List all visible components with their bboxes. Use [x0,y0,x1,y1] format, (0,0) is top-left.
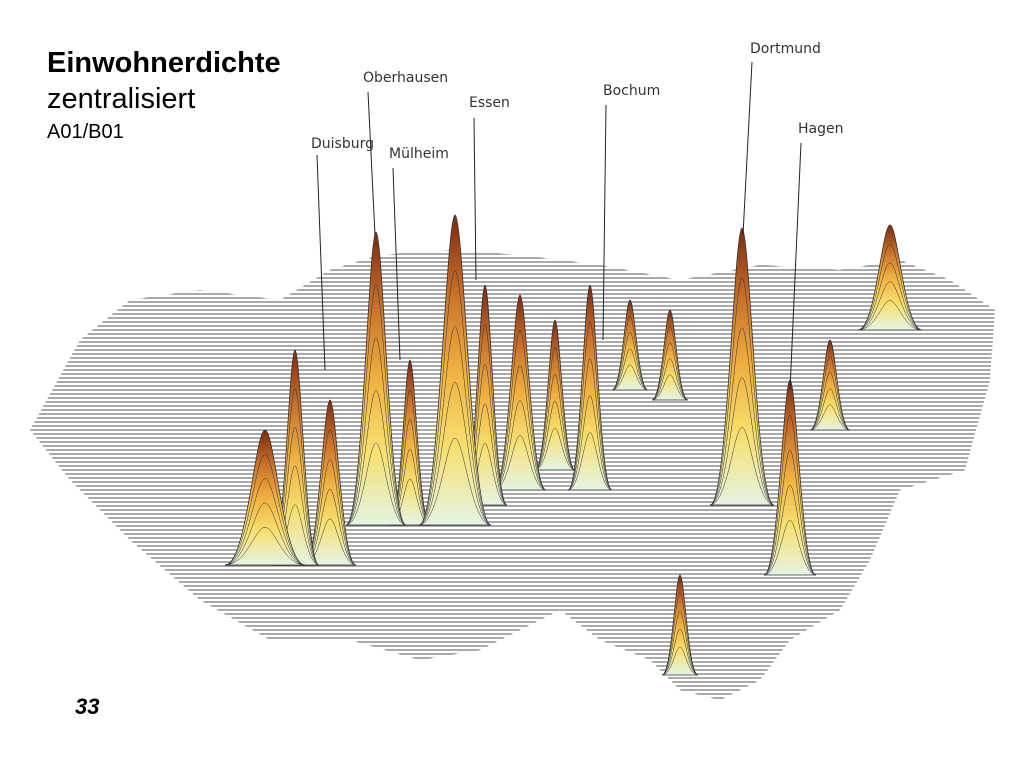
subtitle: zentralisiert [47,83,195,115]
contour-line [857,300,923,331]
contour-line [763,449,817,576]
contour-line [224,526,306,566]
contour-line [809,388,851,431]
contour-line [567,358,613,491]
contour-line [763,414,817,576]
contour-line [763,485,817,576]
contour-line [224,454,306,566]
contour-line [611,315,649,391]
leader-line [789,142,802,391]
density-peak [651,309,689,401]
contour-line [493,364,547,491]
leader-line [367,91,376,236]
contour-line [611,332,649,391]
density-peak [709,227,775,506]
contour-line [651,374,689,401]
density-peak [809,339,851,431]
city-label: Oberhausen [363,70,448,86]
leader-line [316,154,326,371]
contour-line [661,610,699,676]
density-peak [303,399,357,566]
density-peak [493,294,547,491]
city-label: Essen [469,95,510,111]
contour-line [303,488,357,566]
city-label: Duisburg [311,136,374,152]
contour-line [661,628,699,676]
density-peaks [224,214,923,676]
contour-line [345,442,407,526]
contour-line [345,337,407,526]
contour-line [709,377,775,506]
contour-line [709,427,775,506]
density-peak [857,224,923,331]
contour-line [534,346,576,471]
code: A01/B01 [47,121,124,143]
contour-line [809,404,851,431]
contour-line [224,502,306,566]
contour-line [611,348,649,391]
contour-line [418,382,492,526]
city-label: Dortmund [750,41,821,57]
density-peak [567,284,613,491]
city-label: Mülheim [389,146,449,162]
density-peak [418,214,492,526]
contour-line [763,520,817,576]
density-peak [661,574,699,676]
density-peak [345,231,407,526]
contour-line [493,435,547,491]
contour-line [709,327,775,506]
contour-line [493,400,547,491]
contour-line [345,284,407,526]
density-peak [224,429,306,566]
contour-line [303,459,357,566]
contour-line [534,427,576,471]
contour-line [857,281,923,331]
leader-line [742,61,753,236]
contour-line [651,342,689,401]
page-number: 33 [75,694,99,719]
contour-line [418,326,492,526]
contour-line [534,400,576,471]
contour-line [661,646,699,676]
contour-line [809,355,851,431]
leader-line [392,167,401,361]
contour-line [661,592,699,676]
city-label: Hagen [798,121,843,137]
contour-line [567,395,613,491]
contour-line [857,243,923,331]
density-peak [611,299,649,391]
leader-line [473,117,477,281]
contour-line [345,389,407,526]
contour-line [224,478,306,566]
density-peak [389,359,431,526]
contour-line [303,429,357,566]
contour-line [567,432,613,491]
contour-line [534,373,576,471]
contour-line [651,358,689,401]
contour-line [418,270,492,526]
contour-line [389,389,431,526]
contour-line [418,437,492,526]
contour-line [493,329,547,491]
density-peak [534,319,576,471]
contour-line [611,364,649,391]
title: Einwohnerdichte [47,47,281,79]
contour-line [567,321,613,491]
contour-line [857,262,923,331]
contour-line [809,372,851,431]
contour-line [651,325,689,401]
leader-line [602,104,607,341]
contour-line [709,277,775,506]
city-label: Bochum [603,83,660,99]
